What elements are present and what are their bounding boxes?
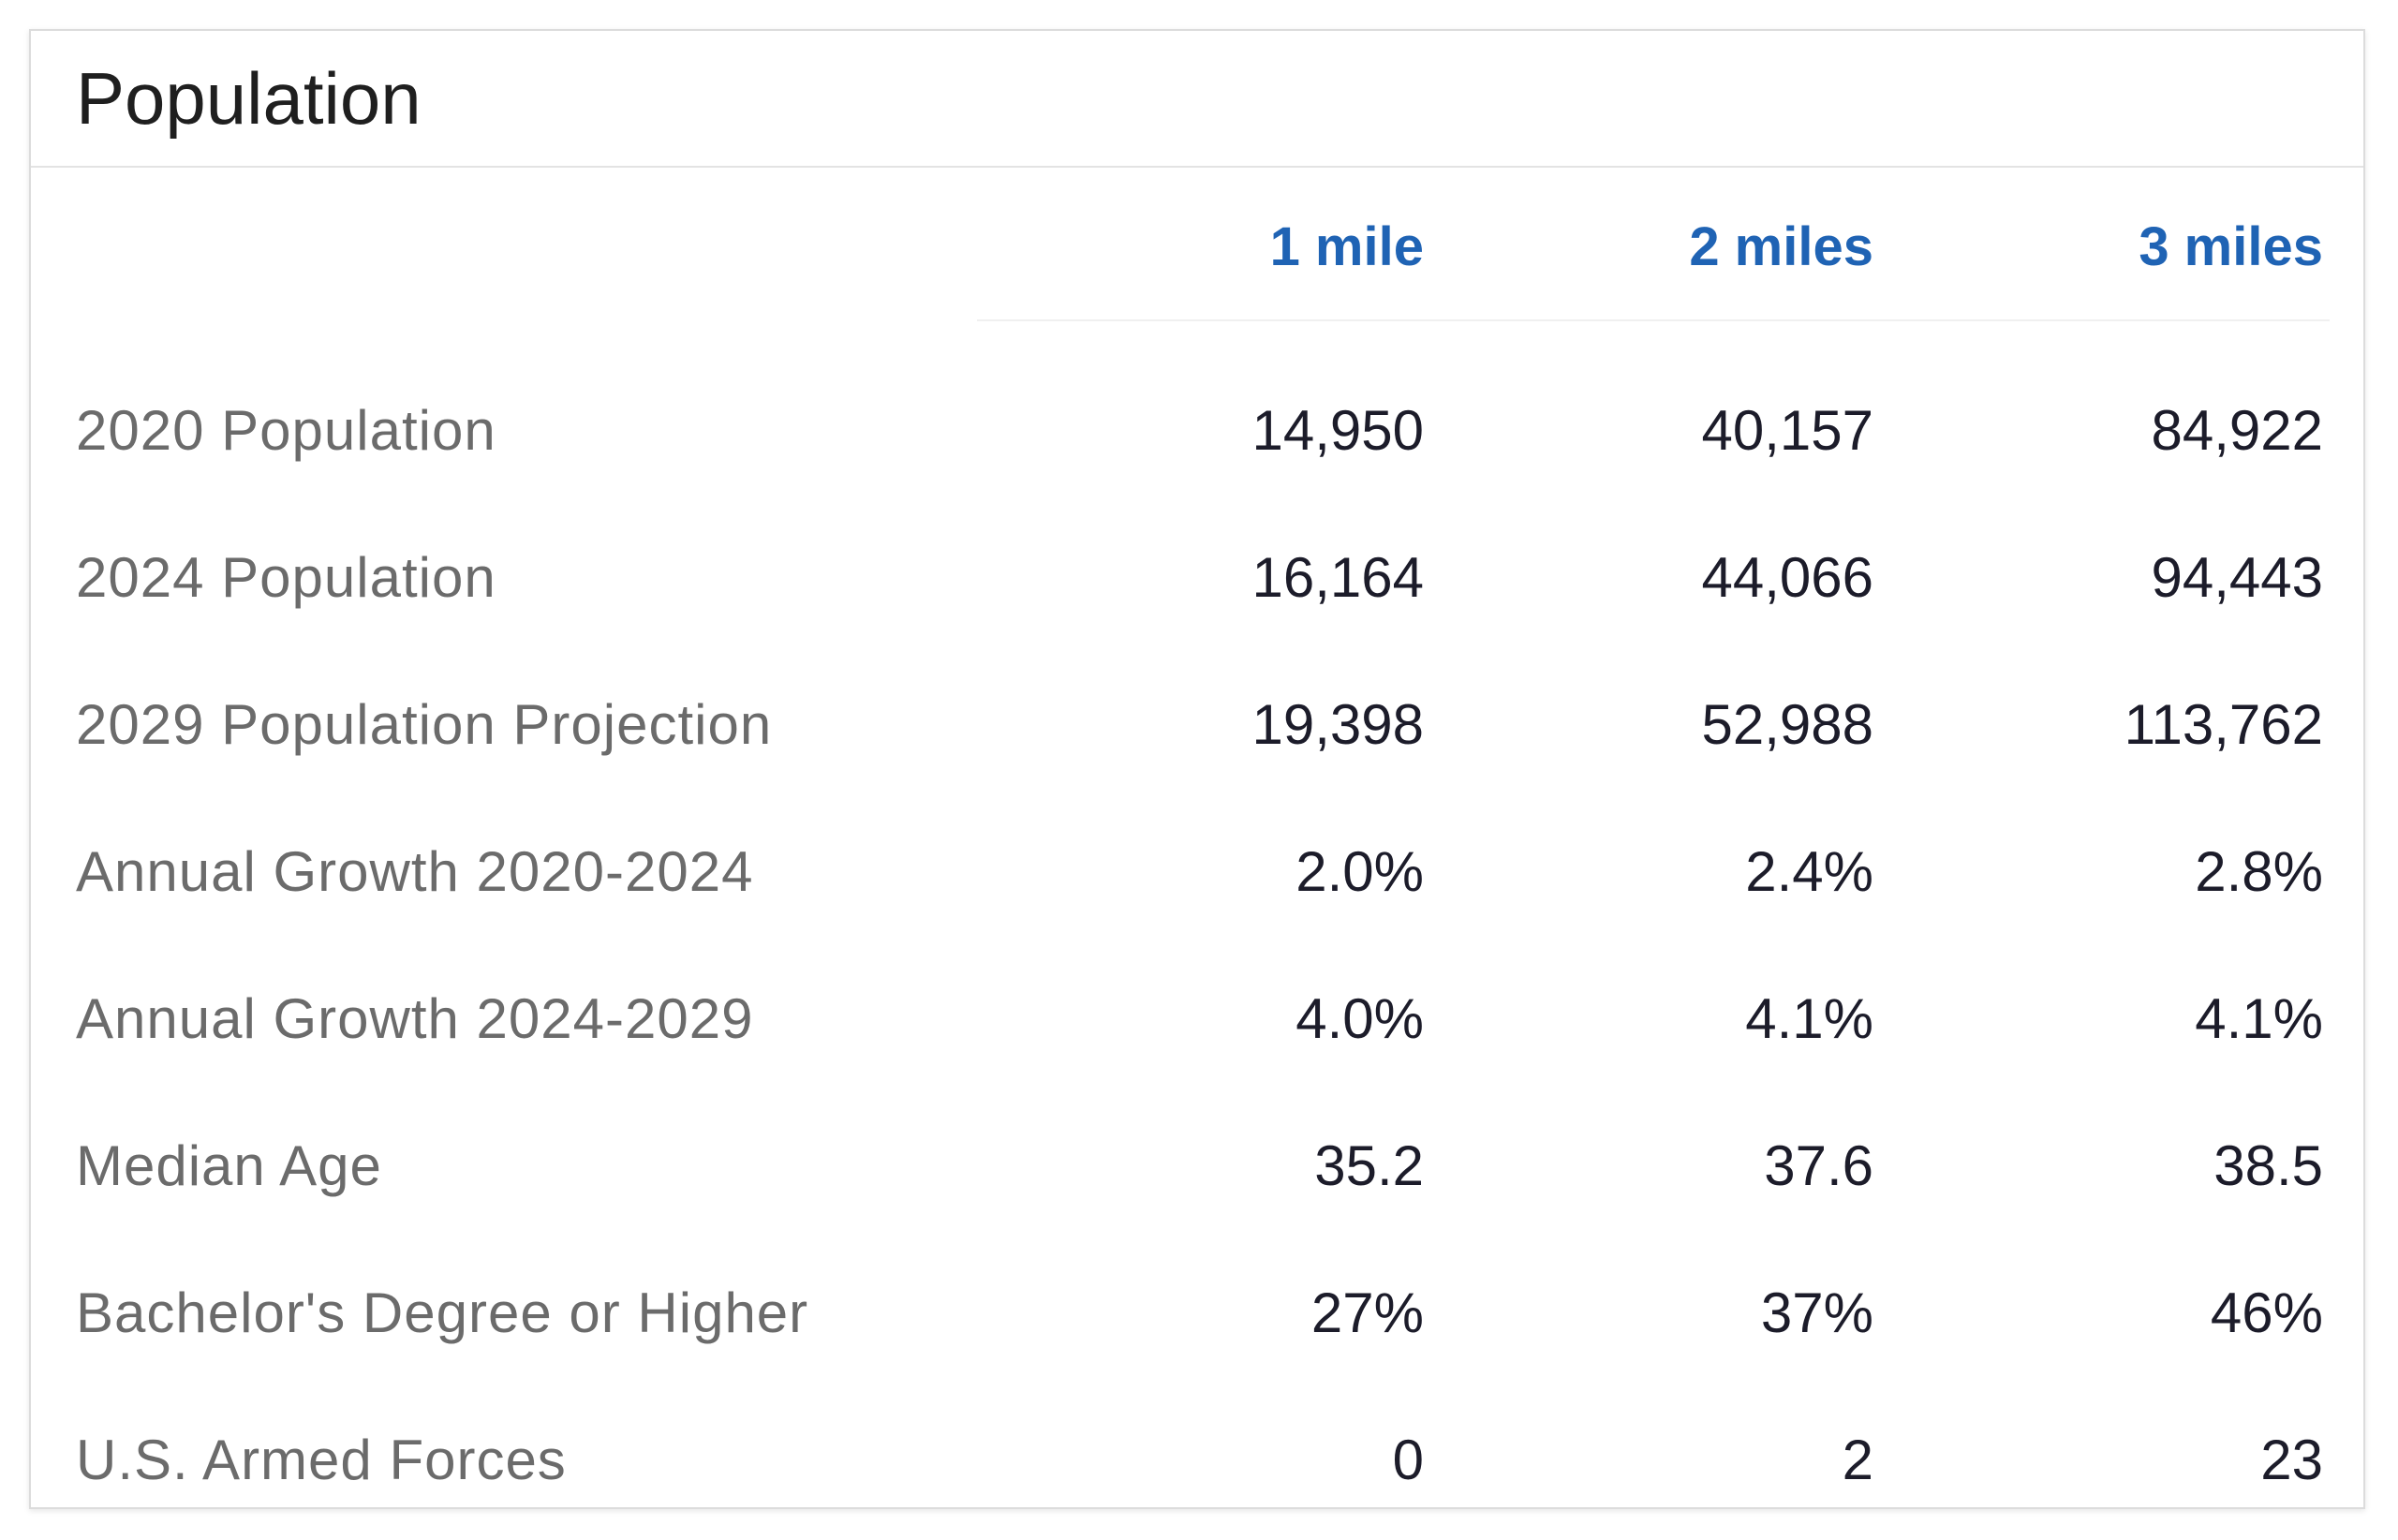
cell-1-mile: 19,398 [1251, 693, 1424, 756]
card-header: Population [31, 31, 2363, 168]
column-header-3-miles: 3 miles [2139, 216, 2323, 277]
cell-1-mile: 27% [1310, 1281, 1424, 1344]
cell-2-miles: 4.1% [1745, 987, 1873, 1050]
table-row: Annual Growth 2020-2024 2.0% 2.4% 2.8% [31, 798, 2363, 945]
population-card: Population 1 mile 2 miles 3 miles 2020 P… [29, 29, 2365, 1509]
cell-3-miles: 94,443 [2151, 546, 2323, 609]
cell-2-miles: 52,988 [1701, 693, 1873, 756]
row-label: Annual Growth 2024-2029 [76, 987, 754, 1050]
cell-2-miles: 37% [1760, 1281, 1873, 1344]
table-row: U.S. Armed Forces 0 2 23 [31, 1386, 2363, 1533]
header-divider [977, 319, 2330, 321]
cell-3-miles: 113,762 [2124, 693, 2323, 756]
card-title: Population [76, 57, 422, 140]
cell-1-mile: 16,164 [1251, 546, 1424, 609]
row-label: 2020 Population [76, 399, 496, 462]
table-row: 2020 Population 14,950 40,157 84,922 [31, 357, 2363, 504]
cell-3-miles: 46% [2210, 1281, 2323, 1344]
row-label: U.S. Armed Forces [76, 1429, 567, 1491]
cell-1-mile: 2.0% [1295, 840, 1424, 903]
cell-3-miles: 2.8% [2195, 840, 2323, 903]
cell-2-miles: 44,066 [1701, 546, 1873, 609]
cell-1-mile: 14,950 [1251, 399, 1424, 462]
table-row: 2029 Population Projection 19,398 52,988… [31, 651, 2363, 798]
cell-3-miles: 23 [2260, 1429, 2323, 1491]
cell-1-mile: 4.0% [1295, 987, 1424, 1050]
table-row: 2024 Population 16,164 44,066 94,443 [31, 504, 2363, 651]
table-row: Annual Growth 2024-2029 4.0% 4.1% 4.1% [31, 945, 2363, 1092]
row-label: Median Age [76, 1134, 382, 1197]
cell-1-mile: 35.2 [1314, 1134, 1424, 1197]
table-row: Bachelor's Degree or Higher 27% 37% 46% [31, 1239, 2363, 1386]
cell-2-miles: 37.6 [1764, 1134, 1873, 1197]
cell-2-miles: 2 [1842, 1429, 1873, 1491]
row-label: 2029 Population Projection [76, 693, 773, 756]
cell-2-miles: 40,157 [1701, 399, 1873, 462]
cell-3-miles: 4.1% [2195, 987, 2323, 1050]
row-label: Annual Growth 2020-2024 [76, 840, 754, 903]
cell-3-miles: 38.5 [2213, 1134, 2323, 1197]
cell-1-mile: 0 [1392, 1429, 1424, 1491]
row-label: 2024 Population [76, 546, 496, 609]
row-label: Bachelor's Degree or Higher [76, 1281, 809, 1344]
column-header-2-miles: 2 miles [1689, 216, 1873, 277]
table-row: Median Age 35.2 37.6 38.5 [31, 1092, 2363, 1239]
column-header-1-mile: 1 mile [1269, 216, 1424, 277]
cell-2-miles: 2.4% [1745, 840, 1873, 903]
cell-3-miles: 84,922 [2151, 399, 2323, 462]
